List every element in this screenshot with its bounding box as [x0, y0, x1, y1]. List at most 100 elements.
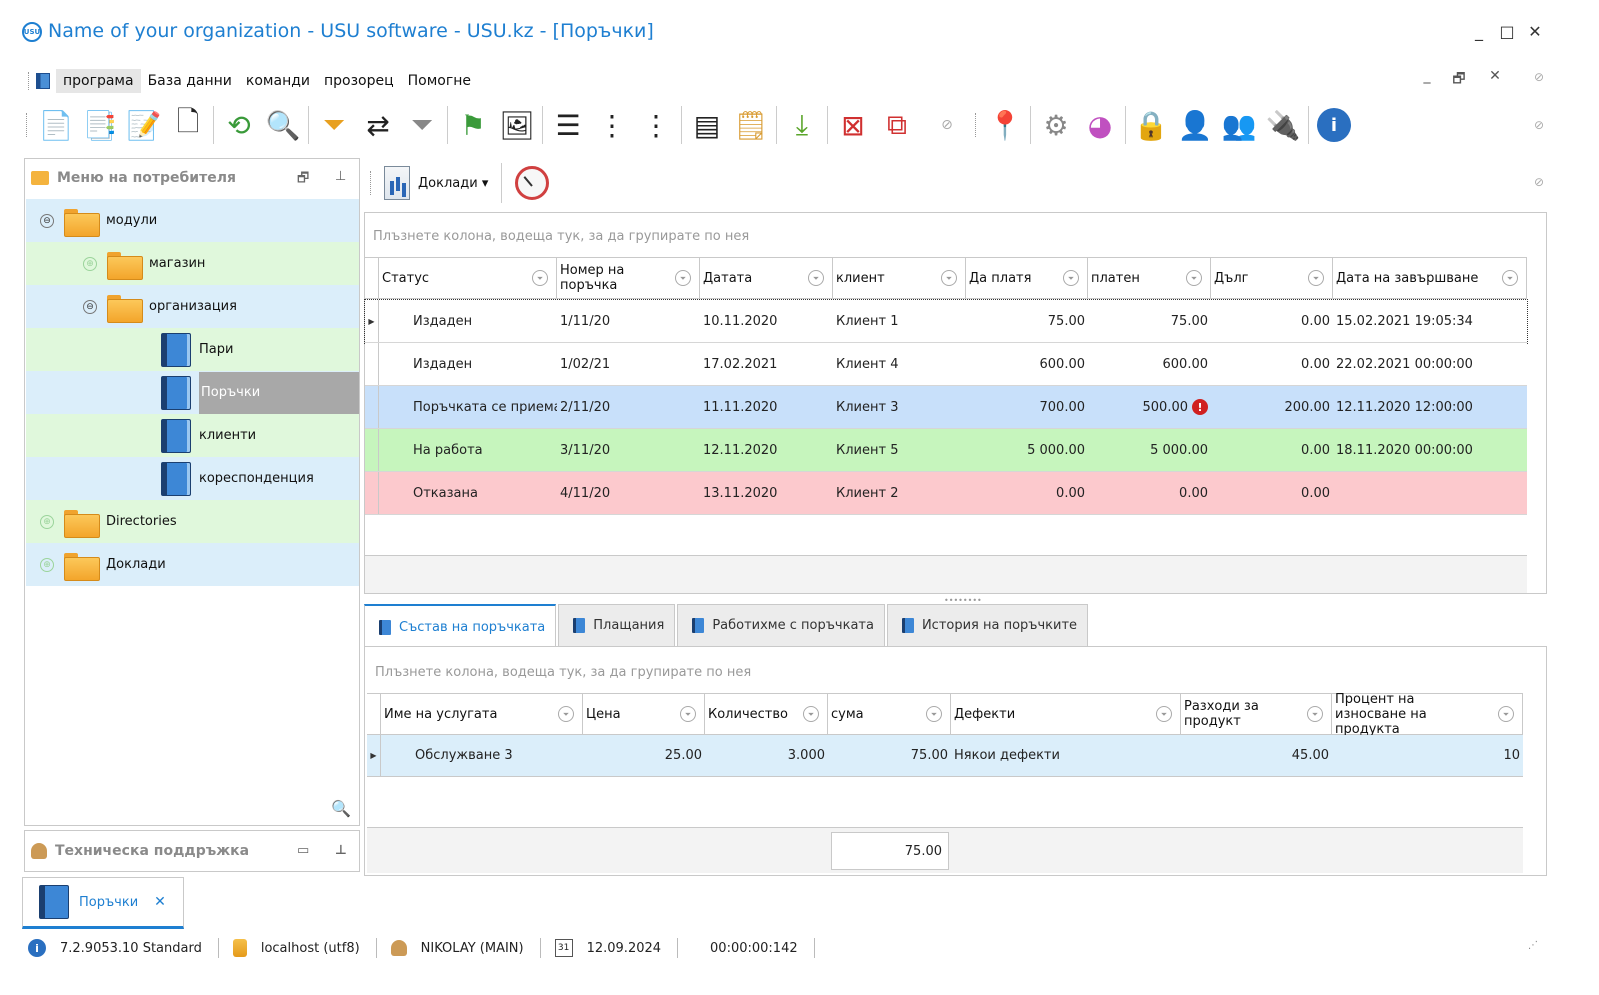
expand-icon[interactable]: ⊕ [83, 256, 97, 271]
menu-commands[interactable]: команди [245, 73, 310, 89]
table-row[interactable]: ▶ Издаден 1/11/20 10.11.2020 Клиент 1 75.00 75… [364, 299, 1528, 344]
table-row[interactable]: Поръчката се приема 2/11/20 11.11.2020 Клие… [365, 386, 1527, 429]
color-wheel-icon[interactable]: ◕ [1087, 108, 1113, 142]
tree-item-modules[interactable]: ⊖ модули [26, 199, 359, 242]
column-filter-icon[interactable]: ⏷ [1156, 706, 1172, 722]
clock-icon[interactable] [515, 166, 550, 200]
column-filter-icon[interactable]: ⏷ [803, 706, 819, 722]
tree-item-reports[interactable]: ⊕ Доклади [26, 543, 359, 586]
cell-to-pay[interactable]: 0.00 [1056, 485, 1085, 501]
table-row[interactable]: Издаден 1/02/21 17.02.2021 Клиент 4 600.00 60… [365, 343, 1527, 386]
cell-status[interactable]: Поръчката се приема [413, 399, 557, 415]
cell-wear-percent[interactable]: 10 [1503, 748, 1520, 763]
column-header-product-expense[interactable]: Разходи за продукт ⏷ [1181, 694, 1332, 734]
menu-overflow-icon[interactable]: ⊘ [1534, 70, 1545, 84]
resize-grip-icon[interactable]: ⋰ [1528, 940, 1538, 951]
maximize-button[interactable]: □ [1499, 22, 1515, 41]
column-filter-icon[interactable]: ⏷ [941, 270, 957, 286]
column-filter-icon[interactable]: ⏷ [1063, 270, 1079, 286]
column-filter-icon[interactable]: ⏷ [675, 270, 691, 286]
cell-debt[interactable]: 0.00 [1301, 485, 1330, 501]
cell-paid[interactable]: 0.00 [1179, 485, 1208, 501]
cell-completion[interactable]: 22.02.2021 00:00:00 [1336, 356, 1473, 372]
column-header-sum[interactable]: сума ⏷ [828, 694, 951, 734]
cell-debt[interactable]: 0.00 [1301, 356, 1330, 372]
column-header-defects[interactable]: Дефекти ⏷ [951, 694, 1181, 734]
cell-client[interactable]: Клиент 3 [836, 399, 899, 415]
document-tab-orders[interactable]: Поръчки ✕ [22, 877, 184, 929]
column-filter-icon[interactable]: ⏷ [1186, 270, 1202, 286]
tab-payments[interactable]: Плащания [558, 604, 676, 646]
cell-date[interactable]: 10.11.2020 [703, 313, 778, 329]
cell-status[interactable]: На работа [413, 442, 483, 458]
column-filter-icon[interactable]: ⏷ [680, 706, 696, 722]
column-header-price[interactable]: Цена ⏷ [583, 694, 705, 734]
cell-defects[interactable]: Някои дефекти [954, 748, 1060, 763]
cell-sum[interactable]: 75.00 [910, 748, 948, 763]
panel-pin-icon[interactable]: ⊥ [335, 169, 347, 184]
tree-item-organization[interactable]: ⊖ организация [26, 285, 359, 328]
column-header-quantity[interactable]: Количество ⏷ [705, 694, 828, 734]
cell-client[interactable]: Клиент 4 [836, 356, 899, 372]
edit-record-icon[interactable]: 📝 [126, 108, 162, 142]
menu-window[interactable]: прозорец [324, 73, 394, 89]
toolbar-overflow-icon[interactable]: ⊘ [941, 117, 953, 133]
cell-paid[interactable]: 600.00 [1162, 356, 1209, 372]
column-header-wear-percent[interactable]: Процент на износване на продукта ⏷ [1332, 692, 1523, 737]
close-button[interactable]: ✕ [1528, 22, 1542, 41]
copy-record-icon[interactable]: 📑 [82, 108, 118, 142]
info-icon[interactable]: i [1312, 103, 1356, 147]
cell-paid[interactable]: 500.00! [1088, 386, 1211, 428]
lock-icon[interactable]: 🔒 [1133, 108, 1169, 142]
tree-item-orders[interactable]: Поръчки [26, 371, 359, 414]
panel-pin-icon[interactable]: ⊥ [335, 843, 347, 858]
location-pin-icon[interactable]: 📍 [987, 108, 1023, 142]
cell-service[interactable]: Обслужване 3 [415, 748, 513, 763]
column-filter-icon[interactable]: ⏷ [1502, 270, 1518, 286]
add-record-icon[interactable]: 📄 [38, 108, 74, 142]
mdi-close-button[interactable]: ✕ [1489, 68, 1501, 84]
cell-number[interactable]: 4/11/20 [560, 485, 611, 501]
panel-search-icon[interactable]: 🔍 [331, 799, 351, 818]
download-icon[interactable]: ⤓ [795, 108, 809, 141]
close-window-icon[interactable]: ⊠ [841, 108, 865, 142]
cell-date[interactable]: 13.11.2020 [703, 485, 778, 501]
tab-order-history[interactable]: История на поръчките [886, 604, 1089, 646]
users-group-icon[interactable]: 👥 [1221, 108, 1257, 142]
cell-status[interactable]: Отказана [413, 485, 478, 501]
column-filter-icon[interactable]: ⏷ [1308, 270, 1324, 286]
column-header-number[interactable]: Номер на поръчка ⏷ [557, 258, 700, 298]
tab-worked-with-order[interactable]: Работихме с поръчката [677, 604, 885, 646]
tree-expand-icon[interactable]: ⋮ [642, 108, 670, 142]
cell-paid[interactable]: 5 000.00 [1150, 442, 1208, 458]
refresh-icon[interactable]: ⟲ [227, 108, 251, 142]
cell-client[interactable]: Клиент 2 [836, 485, 899, 501]
cell-debt[interactable]: 0.00 [1301, 442, 1330, 458]
cell-to-pay[interactable]: 600.00 [1039, 356, 1086, 372]
toolbar-right-overflow-icon[interactable]: ⊘ [1534, 118, 1545, 132]
cell-client[interactable]: Клиент 1 [836, 313, 899, 329]
cell-price[interactable]: 25.00 [664, 748, 702, 763]
cell-number[interactable]: 3/11/20 [560, 442, 611, 458]
column-filter-icon[interactable]: ⏷ [532, 270, 548, 286]
cell-status[interactable]: Издаден [413, 313, 473, 329]
close-tab-icon[interactable]: ✕ [154, 894, 166, 910]
tree-collapse-icon[interactable]: ⋮ [598, 108, 626, 142]
expand-icon[interactable]: ⊕ [40, 557, 54, 572]
column-filter-icon[interactable]: ⏷ [926, 706, 942, 722]
table-row[interactable]: На работа 3/11/20 12.11.2020 Клиент 5 5 000.… [365, 429, 1527, 472]
expand-icon[interactable]: ⊕ [40, 514, 54, 529]
column-header-debt[interactable]: Дълг ⏷ [1211, 258, 1333, 298]
menu-help[interactable]: Помогне [407, 73, 471, 89]
clear-filter-icon[interactable]: ⏷ [410, 108, 434, 141]
cell-number[interactable]: 1/02/21 [560, 356, 611, 372]
cell-completion[interactable] [1333, 472, 1527, 514]
tree-item-store[interactable]: ⊕ магазин [26, 242, 359, 285]
cell-paid[interactable]: 75.00 [1170, 313, 1208, 329]
tree-item-money[interactable]: Пари [26, 328, 359, 371]
panel-float-icon[interactable]: 🗗 [297, 171, 310, 186]
delete-record-icon[interactable]: 🗋 [176, 105, 200, 138]
minimize-button[interactable]: _ [1475, 22, 1483, 41]
search-icon[interactable]: 🔍 [265, 108, 301, 142]
mdi-restore-button[interactable]: 🗗 [1452, 71, 1466, 87]
